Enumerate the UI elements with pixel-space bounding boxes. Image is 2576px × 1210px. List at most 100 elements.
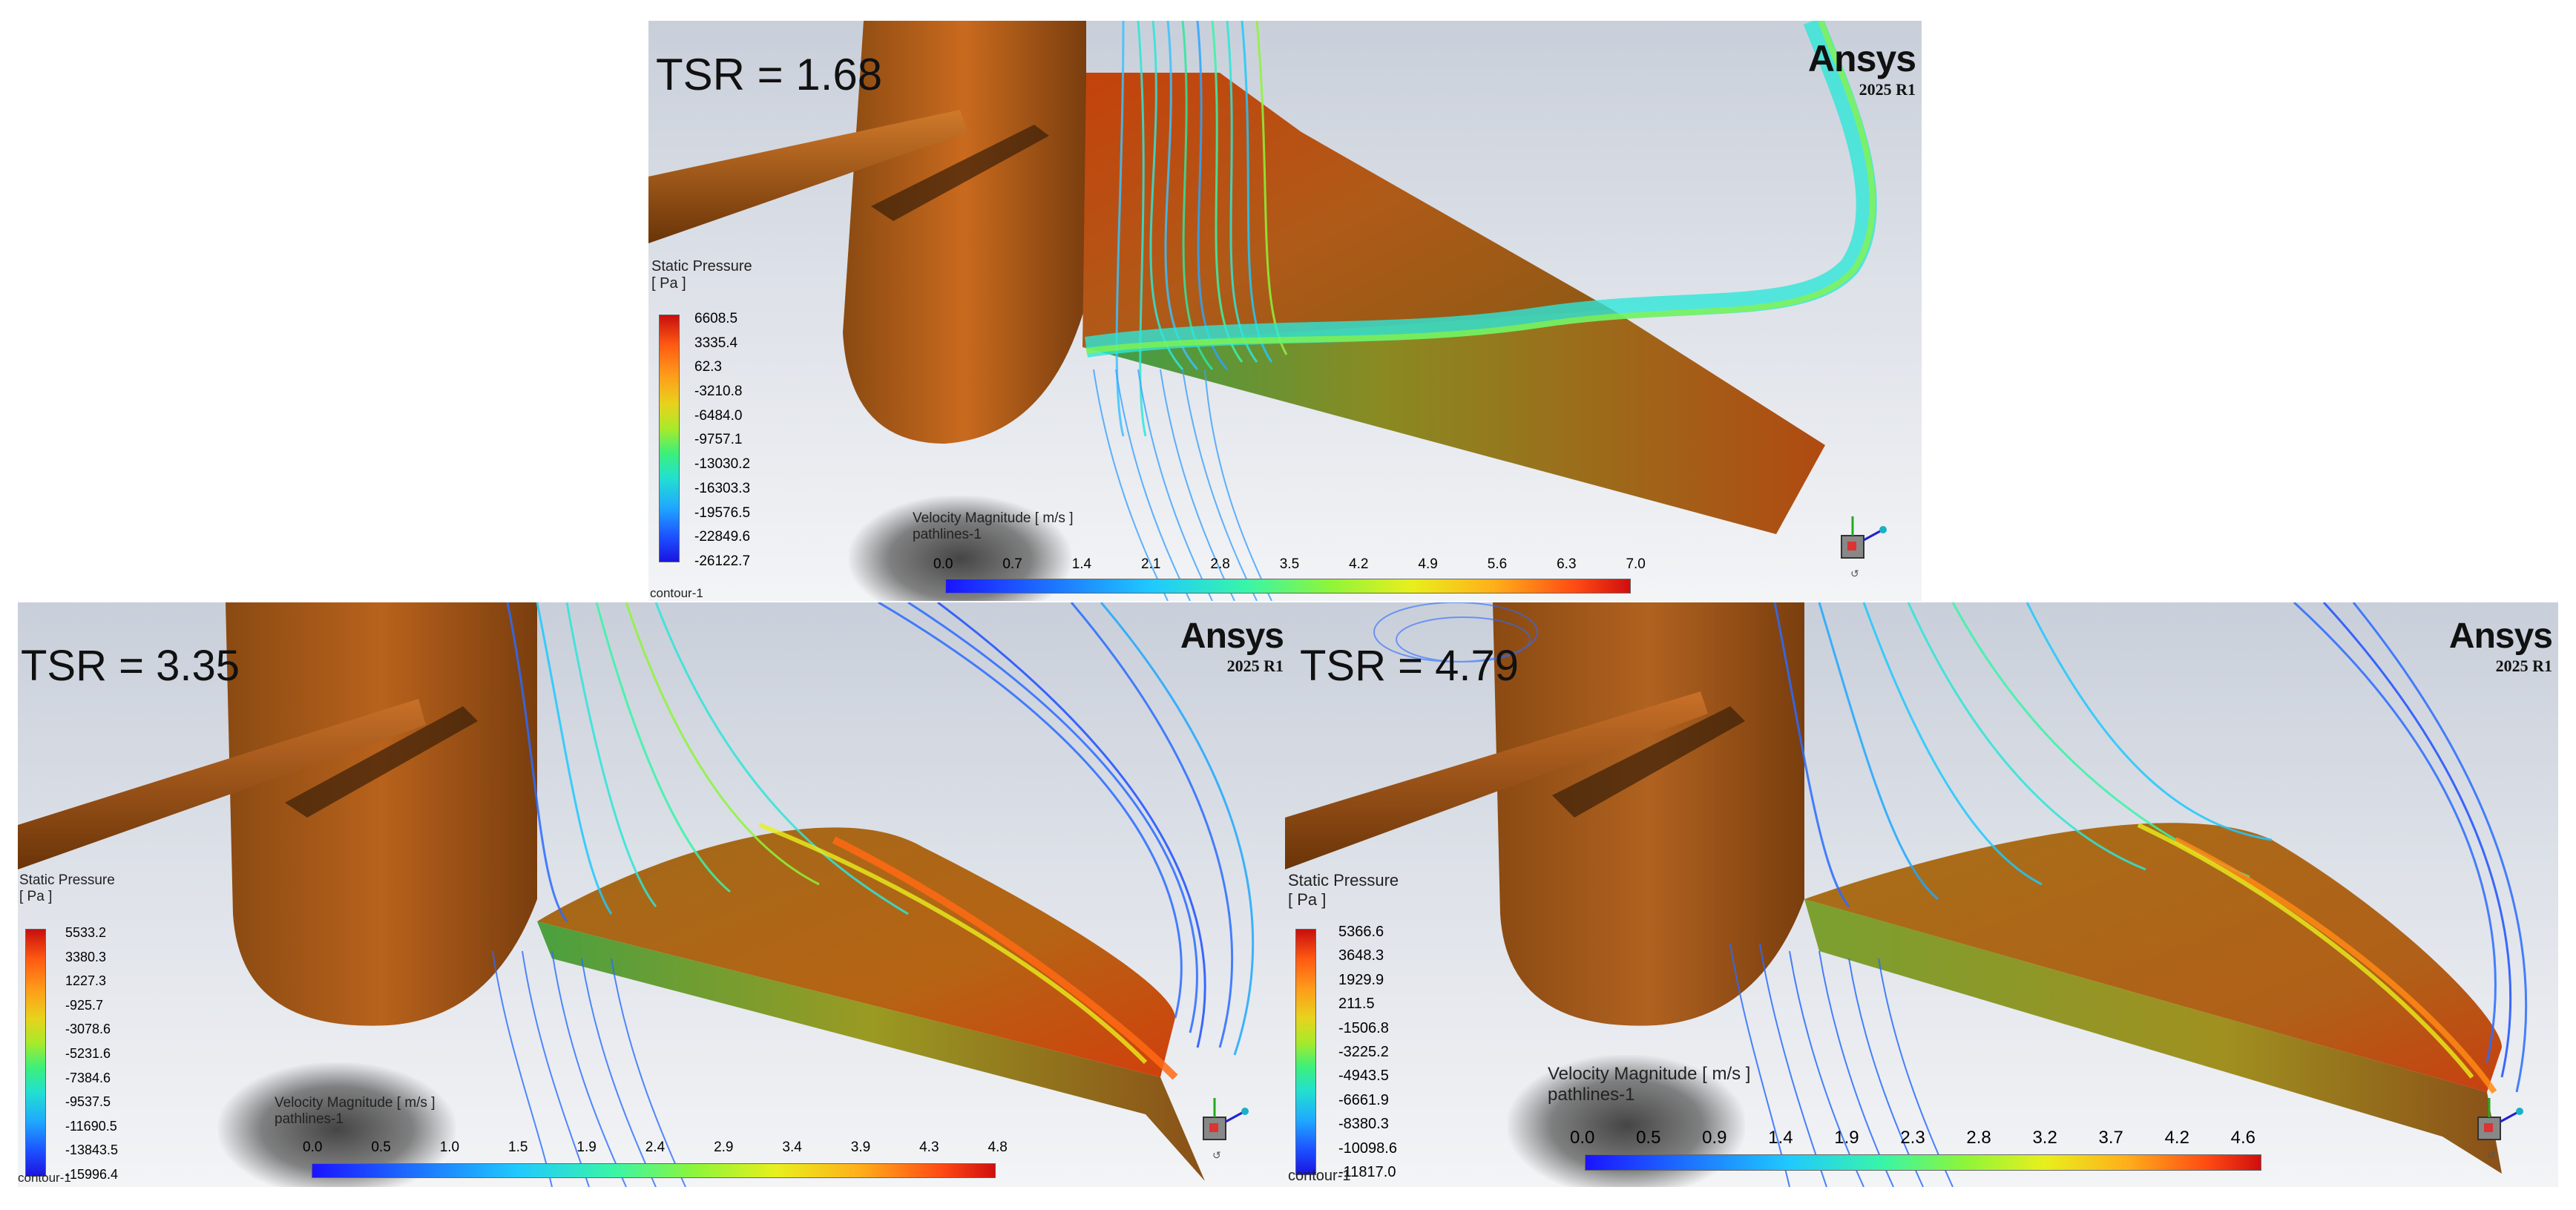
sp-tick: -11817.0 [1338,1163,1396,1180]
static-pressure-ticks: 5533.2 3380.3 1227.3 -925.7 -3078.6 -523… [65,926,118,1181]
legend-title: Static Pressure [1288,871,1399,890]
velocity-subtitle: pathlines-1 [1548,1085,1635,1105]
static-pressure-legend: Static Pressure [ Pa ] [651,258,752,292]
velocity-subtitle: pathlines-1 [913,527,982,542]
ansys-logo: Ansys 2025 R1 [2448,616,2553,676]
sp-tick: -5231.6 [65,1045,111,1061]
vm-tick: 2.1 [1141,556,1161,572]
ansys-brand: Ansys [1180,616,1284,656]
sp-tick: -16303.3 [694,480,751,496]
axis-triad-icon: ↺ [2477,1098,2523,1162]
sp-tick: 1227.3 [65,973,107,989]
velocity-ticks: 0.0 0.5 0.9 1.4 1.9 2.3 2.8 3.2 3.7 4.2 … [1570,1128,2255,1148]
vm-tick: 3.2 [2032,1128,2057,1148]
vm-tick: 4.3 [919,1140,939,1155]
sp-tick: 6608.5 [694,311,738,326]
legend-unit: [ Pa ] [19,889,53,904]
svg-text:↺: ↺ [2487,1150,2496,1162]
vm-tick: 4.6 [2230,1128,2255,1148]
axis-triad-icon: ↺ [1203,1098,1249,1162]
static-pressure-colorbar [1295,929,1316,1175]
vm-tick: 4.2 [2164,1128,2189,1148]
sp-tick: 211.5 [1338,996,1375,1013]
sp-tick: -13030.2 [694,456,751,473]
vm-tick: 1.4 [1768,1128,1793,1148]
sp-tick: -3225.2 [1338,1043,1389,1060]
velocity-colorbar [312,1163,996,1178]
static-pressure-ticks: 5366.6 3648.3 1929.9 211.5 -1506.8 -3225… [1338,924,1397,1180]
contour-label: contour-1 [650,586,703,600]
contour-label: contour-1 [1288,1168,1351,1184]
sp-tick: 5533.2 [65,925,107,940]
sp-tick: -1506.8 [1338,1019,1389,1036]
sp-tick: -10098.6 [1338,1140,1397,1157]
tsr-label: TSR = 3.35 [21,642,240,690]
vm-tick: 7.0 [1626,556,1646,572]
panel-tsr-1-68: TSR = 1.68 Ansys 2025 R1 Static Pressure… [648,21,1922,601]
sp-tick: -7384.6 [65,1070,111,1085]
vm-tick: 5.6 [1487,556,1508,572]
sp-tick: -9537.5 [65,1094,111,1110]
vm-tick: 2.4 [645,1140,666,1155]
panel-tsr-4-79: TSR = 4.79 Ansys 2025 R1 Static Pressure… [1285,602,2558,1187]
static-pressure-colorbar [659,315,680,562]
sp-tick: 3380.3 [65,949,107,964]
vm-tick: 2.9 [714,1140,734,1155]
sp-tick: 3335.4 [694,335,738,351]
ansys-brand: Ansys [2448,616,2553,656]
sp-tick: -11690.5 [65,1118,117,1134]
axis-triad-icon: ↺ [1841,516,1887,580]
sp-tick: 5366.6 [1338,924,1384,940]
sp-tick: -15996.4 [65,1166,119,1182]
vm-tick: 0.5 [1636,1128,1661,1148]
vm-tick: 1.5 [508,1140,528,1155]
svg-text:↺: ↺ [1850,568,1859,580]
sp-tick: -3078.6 [65,1022,111,1037]
vm-tick: 3.7 [2098,1128,2123,1148]
sp-tick: 62.3 [694,359,722,375]
panel-tsr-3-35: TSR = 3.35 Ansys 2025 R1 Static Pressure… [18,602,1294,1187]
sp-tick: -6484.0 [694,407,743,424]
velocity-legend: Velocity Magnitude [ m/s ] pathlines-1 [1548,1064,1750,1105]
vm-tick: 4.8 [988,1140,1008,1155]
static-pressure-colorbar [25,929,46,1177]
sp-tick: -13843.5 [65,1142,119,1158]
legend-unit: [ Pa ] [651,275,686,292]
contour-label: contour-1 [18,1171,71,1185]
vm-tick: 1.9 [1834,1128,1859,1148]
vm-tick: 0.0 [1570,1128,1595,1148]
velocity-title: Velocity Magnitude [ m/s ] [913,510,1074,526]
velocity-legend: Velocity Magnitude [ m/s ] pathlines-1 [913,510,1074,543]
velocity-legend: Velocity Magnitude [ m/s ] pathlines-1 [275,1095,436,1128]
sp-tick: -8380.3 [1338,1116,1389,1133]
tsr-label: TSR = 1.68 [656,50,883,99]
vm-tick: 4.9 [1418,556,1438,572]
sp-tick: -925.7 [65,997,104,1013]
ansys-logo: Ansys 2025 R1 [1808,37,1916,99]
vm-tick: 3.5 [1279,556,1300,572]
vm-tick: 3.9 [850,1140,871,1155]
velocity-colorbar [945,579,1631,594]
velocity-ticks: 0.0 0.7 1.4 2.1 2.8 3.5 4.2 4.9 5.6 6.3 … [933,556,1646,573]
vm-tick: 3.4 [782,1140,802,1155]
legend-title: Static Pressure [651,258,752,274]
ansys-version: 2025 R1 [2495,657,2552,675]
sp-tick: -9757.1 [694,432,743,448]
vm-tick: 2.3 [1900,1128,1925,1148]
sp-tick: 1929.9 [1338,971,1384,988]
sp-tick: -6661.9 [1338,1091,1389,1108]
sp-tick: -19576.5 [694,504,751,521]
velocity-title: Velocity Magnitude [ m/s ] [1548,1064,1751,1084]
vm-tick: 6.3 [1557,556,1577,572]
vm-tick: 1.4 [1071,556,1092,572]
svg-text:↺: ↺ [1212,1150,1221,1162]
ansys-logo: Ansys 2025 R1 [1180,616,1284,676]
sp-tick: -22849.6 [694,529,751,545]
vm-tick: 2.8 [1966,1128,1991,1148]
vm-tick: 0.5 [371,1140,391,1155]
ansys-brand: Ansys [1807,38,1916,79]
ansys-version: 2025 R1 [1859,80,1916,99]
velocity-title: Velocity Magnitude [ m/s ] [275,1095,436,1111]
tsr-label: TSR = 4.79 [1300,642,1519,690]
sp-tick: -26122.7 [694,553,751,569]
